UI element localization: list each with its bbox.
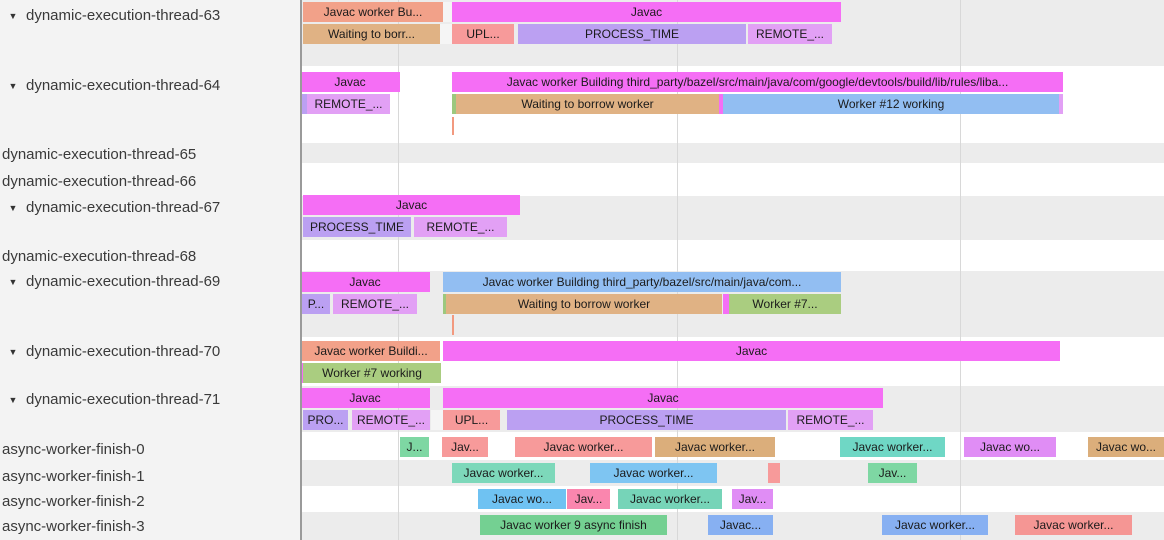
- trace-slice[interactable]: Waiting to borrow worker: [456, 94, 719, 114]
- thread-track-label[interactable]: async-worker-finish-0: [0, 440, 302, 460]
- trace-slice[interactable]: Javac: [300, 272, 430, 292]
- thread-name-text: dynamic-execution-thread-67: [26, 199, 221, 217]
- trace-slice[interactable]: Jav...: [868, 463, 917, 483]
- trace-slice[interactable]: Javac worker...: [452, 463, 555, 483]
- thread-name-text: dynamic-execution-thread-65: [2, 146, 197, 164]
- thread-track-label[interactable]: dynamic-execution-thread-68: [0, 247, 302, 267]
- trace-slice[interactable]: Javac: [443, 341, 1060, 361]
- time-gridline: [960, 0, 961, 540]
- trace-slice[interactable]: PRO...: [303, 410, 348, 430]
- expand-toggle-icon[interactable]: ▼: [8, 395, 18, 406]
- trace-slice[interactable]: Javac wo...: [1088, 437, 1164, 457]
- trace-slice[interactable]: Javac worker...: [618, 489, 722, 509]
- thread-track-label[interactable]: ▼ dynamic-execution-thread-69: [0, 272, 300, 292]
- expand-toggle-icon[interactable]: ▼: [8, 347, 18, 358]
- trace-slice[interactable]: Waiting to borrow worker: [446, 294, 722, 314]
- thread-name-text: dynamic-execution-thread-68: [2, 248, 197, 266]
- trace-slice[interactable]: Worker #12 working: [723, 94, 1059, 114]
- trace-slice[interactable]: Worker #7...: [729, 294, 841, 314]
- trace-slice[interactable]: PROCESS_TIME: [518, 24, 746, 44]
- trace-slice[interactable]: Worker #7 working: [303, 363, 441, 383]
- trace-slice[interactable]: Jav...: [442, 437, 488, 457]
- trace-slice[interactable]: Javac worker...: [655, 437, 775, 457]
- expand-toggle-icon[interactable]: ▼: [8, 81, 18, 92]
- thread-name-text: dynamic-execution-thread-69: [26, 273, 221, 291]
- thread-name-text: dynamic-execution-thread-66: [2, 173, 197, 191]
- trace-slice[interactable]: [723, 294, 729, 314]
- thread-track-label[interactable]: dynamic-execution-thread-65: [0, 145, 302, 165]
- trace-slice[interactable]: Javac: [452, 2, 841, 22]
- trace-slice[interactable]: PROCESS_TIME: [507, 410, 786, 430]
- trace-slice[interactable]: REMOTE_...: [307, 94, 390, 114]
- trace-slice[interactable]: [1059, 94, 1063, 114]
- thread-track-label[interactable]: async-worker-finish-2: [0, 492, 302, 512]
- thread-track-label[interactable]: ▼ dynamic-execution-thread-64: [0, 76, 300, 96]
- expand-toggle-icon[interactable]: ▼: [8, 277, 18, 288]
- expand-toggle-icon[interactable]: ▼: [8, 11, 18, 22]
- trace-slice[interactable]: [440, 24, 452, 44]
- trace-slice[interactable]: Javac worker...: [515, 437, 652, 457]
- trace-slice[interactable]: Javac worker...: [840, 437, 945, 457]
- thread-track-label[interactable]: async-worker-finish-1: [0, 467, 302, 487]
- thread-name-text: dynamic-execution-thread-64: [26, 77, 221, 95]
- trace-slice[interactable]: REMOTE_...: [748, 24, 832, 44]
- thread-name-text: async-worker-finish-3: [2, 518, 145, 536]
- trace-slice[interactable]: UPL...: [443, 410, 500, 430]
- trace-slice[interactable]: Javac worker Bu...: [303, 2, 443, 22]
- trace-slice[interactable]: Javac: [303, 195, 520, 215]
- trace-slice[interactable]: [452, 94, 456, 114]
- thread-track-label[interactable]: dynamic-execution-thread-66: [0, 172, 302, 192]
- trace-slice[interactable]: Javac worker Building third_party/bazel/…: [452, 72, 1063, 92]
- trace-slice[interactable]: Javac worker Building third_party/bazel/…: [443, 272, 841, 292]
- trace-slice[interactable]: Javac wo...: [478, 489, 566, 509]
- trace-slice[interactable]: Javac worker...: [590, 463, 717, 483]
- thread-name-text: dynamic-execution-thread-71: [26, 391, 221, 409]
- thread-track-label[interactable]: ▼ dynamic-execution-thread-63: [0, 6, 300, 26]
- time-gridline: [398, 0, 399, 540]
- trace-slice[interactable]: Javac: [300, 388, 430, 408]
- trace-slice[interactable]: Javac worker Buildi...: [302, 341, 440, 361]
- trace-slice[interactable]: Waiting to borr...: [303, 24, 440, 44]
- thread-name-text: async-worker-finish-0: [2, 441, 145, 459]
- trace-slice[interactable]: UPL...: [452, 24, 514, 44]
- trace-slice[interactable]: Javac worker...: [1015, 515, 1132, 535]
- track-background-band: [302, 143, 1164, 163]
- trace-slice[interactable]: REMOTE_...: [414, 217, 507, 237]
- thread-name-text: async-worker-finish-2: [2, 493, 145, 511]
- instant-event-tick[interactable]: [452, 117, 454, 135]
- thread-name-text: async-worker-finish-1: [2, 468, 145, 486]
- trace-slice[interactable]: REMOTE_...: [333, 294, 417, 314]
- trace-slice[interactable]: Jav...: [567, 489, 610, 509]
- trace-slice[interactable]: Javac wo...: [964, 437, 1056, 457]
- trace-slice[interactable]: Javac worker...: [882, 515, 988, 535]
- trace-slice[interactable]: Javac...: [708, 515, 773, 535]
- trace-slice[interactable]: J...: [400, 437, 429, 457]
- thread-list-sidebar: ▼ dynamic-execution-thread-63 ▼ dynamic-exe…: [0, 0, 302, 540]
- trace-slice[interactable]: Javac: [300, 72, 400, 92]
- trace-slice[interactable]: Javac worker 9 async finish: [480, 515, 667, 535]
- thread-track-label[interactable]: ▼ dynamic-execution-thread-67: [0, 198, 300, 218]
- trace-slice[interactable]: PROCESS_TIME: [303, 217, 411, 237]
- instant-event-tick[interactable]: [452, 315, 454, 335]
- trace-slice[interactable]: [443, 2, 452, 22]
- track-background-band: [302, 460, 1164, 486]
- trace-slice[interactable]: Javac: [443, 388, 883, 408]
- thread-track-label[interactable]: async-worker-finish-3: [0, 517, 302, 537]
- trace-slice[interactable]: [431, 410, 443, 430]
- thread-name-text: dynamic-execution-thread-70: [26, 343, 221, 361]
- time-gridline: [677, 0, 678, 540]
- trace-slice[interactable]: [768, 463, 780, 483]
- trace-slice[interactable]: REMOTE_...: [352, 410, 430, 430]
- trace-slice[interactable]: [302, 94, 307, 114]
- thread-track-label[interactable]: ▼ dynamic-execution-thread-71: [0, 390, 300, 410]
- trace-slice[interactable]: [443, 294, 446, 314]
- thread-name-text: dynamic-execution-thread-63: [26, 7, 221, 25]
- expand-toggle-icon[interactable]: ▼: [8, 203, 18, 214]
- trace-slice[interactable]: P...: [302, 294, 330, 314]
- trace-slice[interactable]: [719, 94, 723, 114]
- trace-slice[interactable]: Jav...: [732, 489, 773, 509]
- trace-slice[interactable]: REMOTE_...: [788, 410, 873, 430]
- thread-track-label[interactable]: ▼ dynamic-execution-thread-70: [0, 342, 300, 362]
